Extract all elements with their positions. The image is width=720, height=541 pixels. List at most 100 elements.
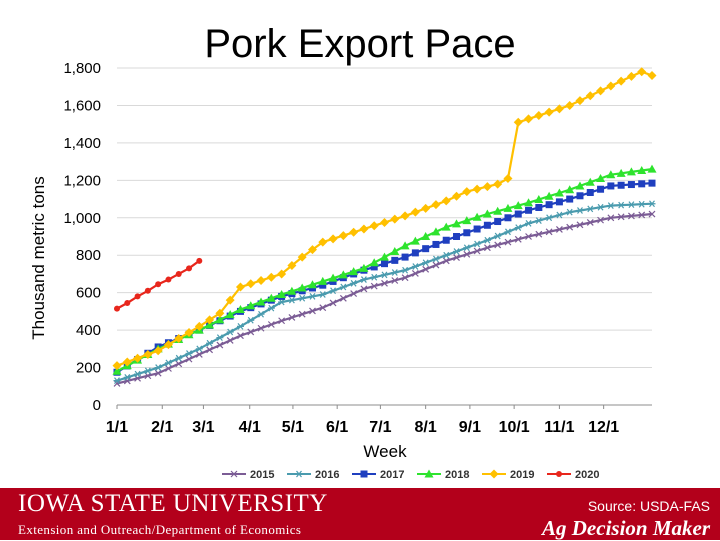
data-point-2015 — [216, 341, 224, 349]
data-point-2017 — [586, 189, 594, 197]
data-point-2020 — [144, 287, 151, 294]
data-point-2016 — [308, 293, 316, 300]
data-point-2018 — [318, 276, 328, 285]
y-tick-label: 0 — [93, 397, 101, 414]
data-point-2015 — [638, 211, 646, 219]
data-point-2018 — [637, 166, 647, 175]
data-point-2019 — [626, 71, 636, 81]
data-point-2016 — [319, 291, 327, 298]
data-point-2016 — [401, 266, 409, 274]
data-point-2019 — [235, 282, 245, 292]
x-tick-label: 11/1 — [544, 419, 574, 436]
data-point-2019 — [225, 295, 235, 305]
data-point-2016 — [164, 359, 172, 367]
data-point-2019 — [472, 184, 482, 194]
data-point-2015 — [545, 228, 553, 236]
data-point-2016 — [381, 271, 388, 279]
data-point-2016 — [391, 269, 399, 276]
data-point-2016 — [134, 370, 142, 378]
data-point-2016 — [483, 236, 491, 244]
data-point-2016 — [154, 364, 162, 371]
data-point-2020 — [155, 281, 162, 288]
data-point-2016 — [113, 377, 121, 385]
legend-item-2016: 2016 — [287, 469, 339, 481]
data-point-2015 — [514, 235, 522, 243]
data-point-2016 — [411, 263, 419, 270]
data-point-2017 — [648, 179, 656, 187]
data-point-2016 — [175, 354, 183, 362]
data-point-2019 — [513, 117, 523, 127]
legend-item-2015: 2015 — [222, 469, 274, 481]
data-point-2016 — [638, 200, 646, 208]
series-layer — [112, 67, 657, 387]
data-point-2018 — [400, 241, 410, 250]
data-point-2017 — [473, 225, 481, 233]
data-point-2019 — [421, 203, 431, 213]
data-point-2015 — [339, 294, 347, 302]
data-point-2019 — [637, 67, 647, 77]
data-point-2016 — [195, 345, 203, 353]
data-point-2019 — [338, 231, 348, 241]
data-point-2019 — [503, 173, 513, 183]
data-point-2017 — [627, 181, 635, 189]
x-axis-label: Week — [363, 442, 407, 461]
data-point-2018 — [534, 195, 544, 204]
legend-label: 2017 — [380, 469, 404, 481]
data-point-2019 — [246, 279, 256, 289]
data-point-2017 — [319, 281, 327, 289]
data-point-2018 — [338, 270, 348, 279]
data-point-2016 — [545, 214, 553, 222]
data-point-2015 — [525, 233, 532, 240]
data-point-2018 — [359, 263, 369, 272]
data-point-2019 — [565, 100, 575, 110]
data-point-2015 — [113, 380, 121, 387]
data-point-2019 — [390, 214, 400, 224]
data-point-2019 — [287, 261, 297, 271]
data-point-2018 — [452, 219, 462, 228]
data-point-2018 — [307, 280, 317, 289]
data-point-2016 — [278, 298, 286, 306]
data-point-2018 — [369, 258, 379, 267]
data-point-2019 — [616, 76, 626, 86]
data-point-2019 — [441, 196, 451, 206]
data-point-2016 — [247, 316, 255, 324]
data-point-2015 — [648, 210, 656, 218]
data-point-2017 — [483, 221, 491, 229]
data-point-2017 — [411, 249, 419, 257]
y-tick-label: 1,800 — [63, 60, 101, 77]
legend-item-2019: 2019 — [482, 469, 534, 481]
ag-decision-maker-logo: Ag Decision Maker — [542, 516, 710, 540]
data-point-2016 — [442, 251, 450, 259]
series-2015 — [113, 210, 656, 387]
data-point-2017 — [617, 181, 625, 189]
y-tick-label: 1,600 — [63, 97, 101, 114]
data-point-2015 — [175, 360, 183, 368]
data-point-2020 — [165, 276, 172, 283]
data-point-2018 — [256, 297, 266, 306]
data-point-2018 — [482, 209, 492, 218]
data-point-2019 — [482, 182, 492, 192]
legend-marker — [489, 469, 499, 479]
data-point-2016 — [555, 211, 563, 219]
data-point-2019 — [493, 179, 503, 189]
data-point-2015 — [309, 307, 316, 315]
export-pace-chart: 0 200 400 600 800 1,000 1,200 1,400 1,600 1,800 1… — [29, 60, 657, 481]
data-point-2017 — [607, 182, 615, 190]
data-point-2019 — [462, 187, 472, 197]
data-point-2018 — [349, 267, 359, 276]
data-point-2015 — [226, 336, 234, 344]
data-point-2016 — [350, 279, 358, 287]
data-point-2015 — [206, 346, 214, 354]
series-2019 — [112, 67, 657, 371]
data-point-2015 — [617, 213, 625, 221]
data-point-2018 — [410, 236, 420, 245]
data-point-2017 — [566, 195, 574, 203]
data-point-2018 — [266, 293, 276, 302]
data-point-2019 — [297, 252, 307, 262]
data-point-2017 — [370, 263, 378, 271]
y-tick-label: 1,000 — [63, 210, 101, 227]
data-point-2015 — [401, 274, 409, 282]
data-point-2019 — [596, 86, 606, 96]
data-point-2019 — [400, 211, 410, 221]
